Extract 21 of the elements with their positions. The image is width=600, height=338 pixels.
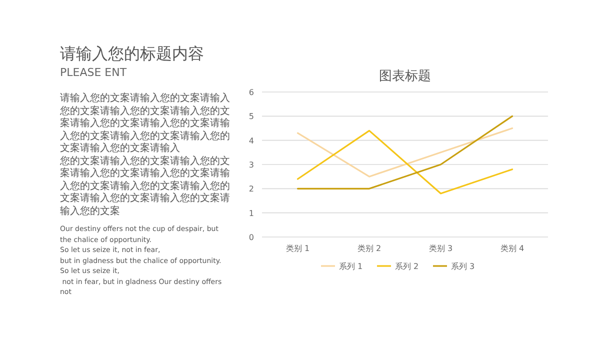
line-series	[296, 127, 514, 178]
text: 请输入您的标题内容	[60, 44, 205, 64]
x-tick-label: 类别 3	[428, 244, 453, 253]
legend-label: 系列 2	[395, 262, 419, 271]
y-tick-label: 2	[248, 184, 254, 194]
y-tick-label: 6	[248, 88, 254, 97]
y-tick-label: 5	[248, 112, 254, 122]
x-tick-label: 类别 1	[286, 244, 310, 253]
line-series	[296, 130, 514, 194]
x-tick-label: 类别 4	[500, 244, 524, 253]
legend-label: 系列 1	[339, 262, 363, 271]
y-tick-label: 1	[248, 208, 254, 218]
text: 请输入您的文案请输入您的文案请输入您的文案请输入您的文案请输入您的文案请输入您的文案请输入您的文案请输入您的文案请输入您的文案请输入您的文案请输入您的文案请输入	[60, 93, 231, 156]
legend-label: 系列 3	[451, 262, 475, 271]
y-tick-label: 3	[248, 160, 254, 170]
y-tick-label: 0	[248, 233, 254, 242]
y-tick-label: 4	[248, 136, 254, 146]
text: 您的文案请输入您的文案请输入您的文案请输入您的文案请输入您的文案请输入您的文案请输入您的文案请输入您的文案请输入您的文案请输入您的文案请输入您的文案	[60, 156, 231, 218]
chart-title: 图表标题	[379, 69, 431, 84]
text: PLEASE ENT	[60, 66, 128, 79]
x-tick-label: 类别 2	[357, 244, 382, 253]
